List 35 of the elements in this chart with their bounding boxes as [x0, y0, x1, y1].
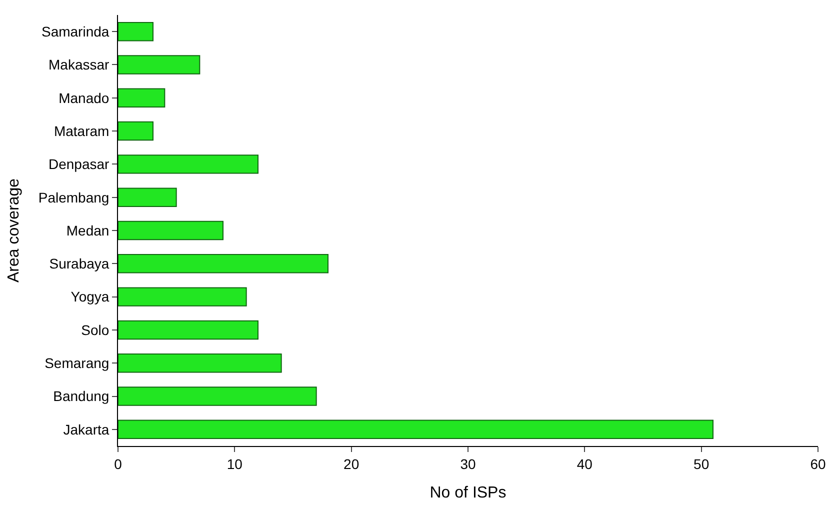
bar	[118, 22, 154, 42]
bar	[118, 188, 177, 207]
bar	[118, 320, 258, 340]
y-tick-label: Palembang	[38, 189, 110, 206]
bar	[118, 287, 247, 306]
x-tick-label: 10	[226, 456, 243, 472]
y-tick-label: Solo	[81, 322, 110, 338]
bar	[118, 220, 224, 240]
y-axis-title: Area coverage	[5, 178, 22, 283]
y-tick-label: Jakarta	[63, 421, 110, 438]
x-axis-title: No of ISPs	[430, 484, 506, 502]
x-tick-label: 0	[114, 456, 122, 472]
bar	[118, 254, 328, 274]
y-tick-label: Samarinda	[41, 23, 110, 40]
y-tick-label: Surabaya	[49, 256, 110, 272]
bar	[118, 386, 317, 406]
bar	[118, 121, 154, 141]
y-tick-label: Makassar	[48, 56, 110, 73]
y-tick-label: Manado	[58, 90, 110, 106]
y-tick-label: Bandung	[53, 388, 110, 404]
y-tick-label: Semarang	[44, 355, 110, 372]
x-tick-label: 30	[460, 456, 476, 472]
bar	[118, 55, 200, 74]
bar	[118, 420, 714, 440]
y-tick-label: Denpasar	[48, 156, 110, 172]
bar	[118, 88, 166, 108]
y-tick-label: Yogya	[70, 288, 110, 305]
x-tick-label: 20	[344, 456, 360, 472]
x-tick-label: 50	[694, 456, 710, 472]
y-tick-label: Medan	[66, 222, 110, 238]
x-tick-label: 40	[576, 456, 593, 472]
bar	[118, 154, 258, 174]
x-tick-label: 60	[810, 456, 826, 472]
bar	[118, 354, 282, 373]
y-tick-label: Mataram	[54, 122, 110, 139]
